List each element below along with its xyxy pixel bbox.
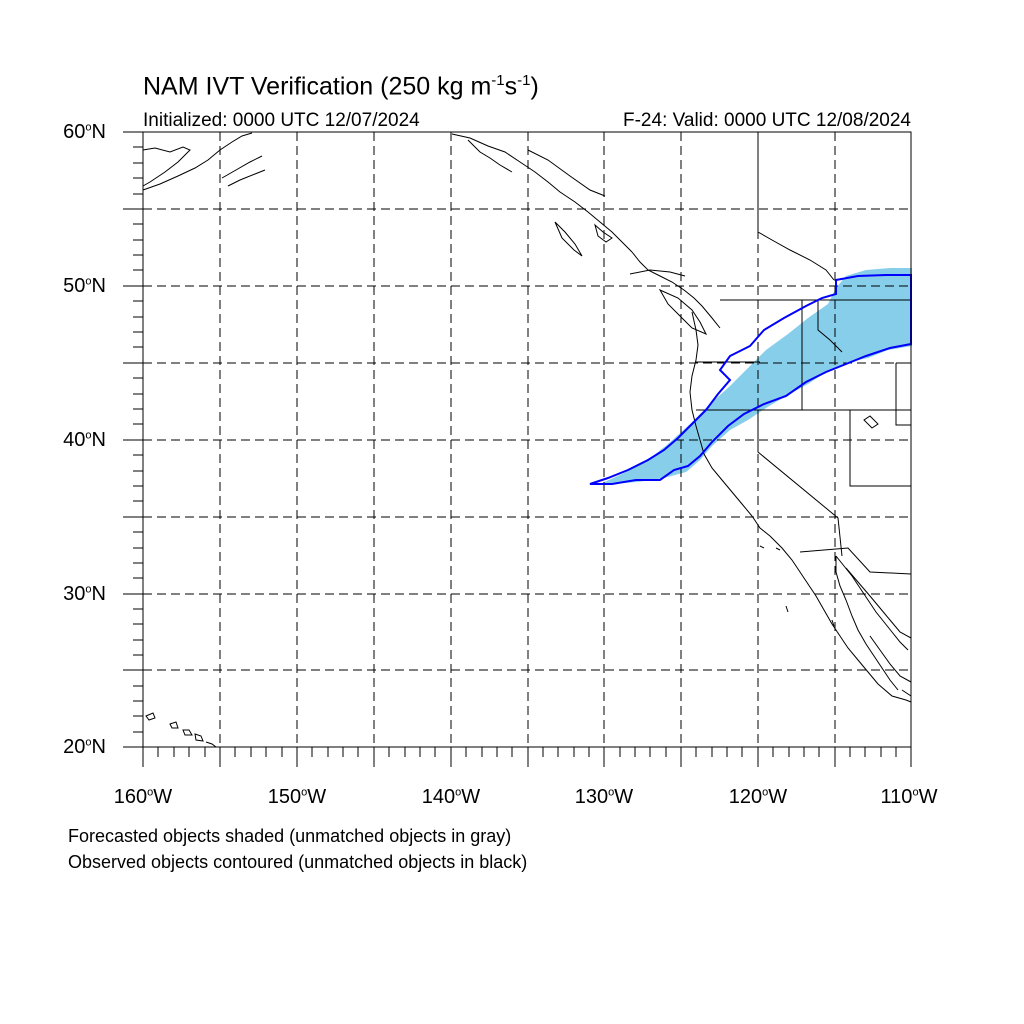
degree-symbol: o (85, 583, 92, 596)
degree-symbol: o (147, 786, 154, 799)
lon-label-deg: 150 (267, 786, 302, 808)
lat-label-deg: 50 (63, 275, 86, 297)
chart-title: NAM IVT Verification (250 kg m-1s-1) (143, 72, 539, 101)
title-unit-exponent-2: -1 (517, 72, 531, 89)
degree-symbol: o (85, 275, 92, 288)
degree-symbol: o (455, 786, 462, 799)
lon-label-hemi: W (461, 786, 481, 808)
lon-label-hemi: W (153, 786, 173, 808)
lon-label-deg: 140 (421, 786, 456, 808)
valid-time: F-24: Valid: 0000 UTC 12/08/2024 (623, 110, 911, 131)
degree-symbol: o (85, 429, 92, 442)
lon-label-140w: 140oW (422, 786, 480, 809)
lat-label-deg: 60 (63, 121, 86, 143)
lat-label-hemi: N (91, 583, 106, 605)
lat-label-deg: 40 (63, 429, 86, 451)
lon-label-hemi: W (307, 786, 327, 808)
degree-symbol: o (608, 786, 615, 799)
lat-label-hemi: N (91, 121, 106, 143)
lat-label-30n: 30oN (63, 583, 106, 606)
observed-object-contour (589, 274, 912, 485)
lon-label-130w: 130oW (575, 786, 633, 809)
title-unit-exponent-1: -1 (491, 72, 505, 89)
lon-label-hemi: W (768, 786, 788, 808)
lon-label-deg: 120 (728, 786, 763, 808)
lon-label-150w: 150oW (268, 786, 326, 809)
lat-ticks (123, 131, 143, 748)
degree-symbol: o (301, 786, 308, 799)
lat-label-60n: 60oN (63, 121, 106, 144)
footer-forecast-note: Forecasted objects shaded (unmatched obj… (68, 826, 512, 846)
degree-symbol: o (85, 121, 92, 134)
lon-label-deg: 160 (113, 786, 148, 808)
degree-symbol: o (762, 786, 769, 799)
lat-label-50n: 50oN (63, 275, 106, 298)
title-unit-s: s (504, 72, 518, 101)
lon-ticks (142, 747, 912, 767)
lat-label-hemi: N (91, 275, 106, 297)
coastlines (142, 132, 912, 748)
lon-label-120w: 120oW (729, 786, 787, 809)
lat-label-hemi: N (91, 429, 106, 451)
lon-label-deg: 130 (574, 786, 609, 808)
lat-label-deg: 30 (63, 583, 86, 605)
lat-label-40n: 40oN (63, 429, 106, 452)
graticule (143, 132, 911, 747)
state-borders (696, 132, 912, 575)
lat-label-deg: 20 (63, 736, 86, 758)
lon-label-deg: 110 (880, 786, 913, 808)
lon-label-160w: 160oW (114, 786, 172, 809)
degree-symbol: o (85, 736, 92, 749)
lat-label-20n: 20oN (63, 736, 106, 759)
lon-label-110w: 110oW (881, 786, 938, 809)
lon-label-hemi: W (614, 786, 634, 808)
title-unit-close: ) (530, 72, 539, 101)
footer-observed-note: Observed objects contoured (unmatched ob… (68, 852, 528, 872)
lat-label-hemi: N (91, 736, 106, 758)
degree-symbol: o (912, 786, 919, 799)
title-main: NAM IVT Verification (250 kg m (143, 72, 492, 101)
forecast-object-shaded (600, 268, 912, 484)
initialized-time: Initialized: 0000 UTC 12/07/2024 (143, 110, 420, 131)
lon-label-hemi: W (918, 786, 938, 808)
